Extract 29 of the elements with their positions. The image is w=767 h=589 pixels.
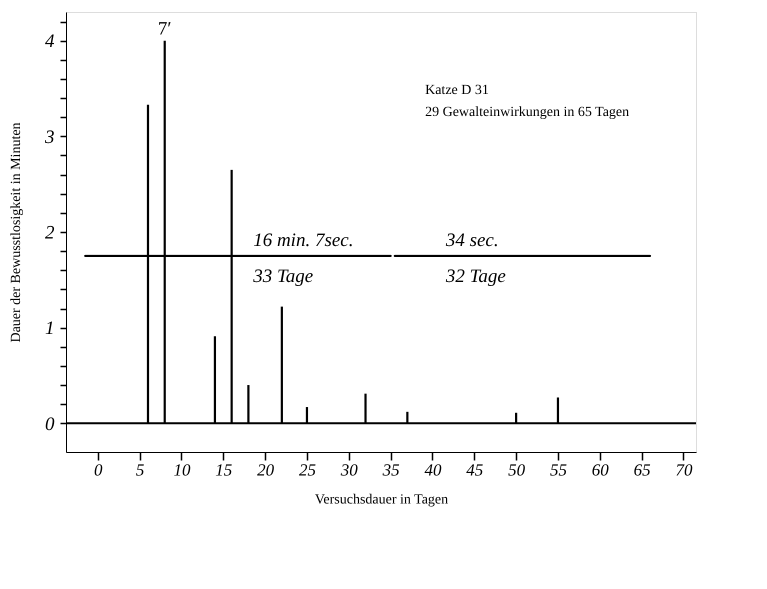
- x-tick-label: 35: [382, 460, 400, 480]
- x-tick-label: 65: [634, 460, 651, 480]
- y-tick-label: 3: [44, 126, 54, 148]
- y-tick-label: 2: [45, 222, 55, 244]
- x-tick-label: 55: [550, 460, 567, 480]
- annotation: 34 sec.: [444, 230, 499, 251]
- annotation: 33 Tage: [252, 266, 314, 287]
- y-tick-label: 4: [45, 31, 55, 52]
- annotation: 29 Gewalteinwirkungen in 65 Tagen: [425, 105, 630, 120]
- y-tick-label: 1: [45, 318, 54, 340]
- x-tick-label: 60: [592, 460, 610, 480]
- x-tick-label: 40: [424, 460, 442, 480]
- x-tick-label: 30: [340, 460, 358, 480]
- x-tick-label: 10: [173, 460, 191, 480]
- y-tick-label: 0: [45, 414, 55, 435]
- annotation: Katze D 31: [425, 83, 489, 98]
- x-tick-label: 15: [215, 460, 232, 480]
- annotation: 7′: [158, 18, 172, 40]
- x-tick-label: 70: [675, 460, 693, 480]
- x-tick-label: 50: [508, 460, 526, 480]
- x-axis-title: Versuchsdauer in Tagen: [314, 492, 448, 508]
- x-tick-label: 20: [257, 460, 275, 480]
- x-tick-label: 25: [298, 460, 316, 480]
- annotation: 32 Tage: [444, 266, 506, 287]
- y-axis-title: Dauer der Bewusstlosigkeit in Minuten: [9, 122, 24, 343]
- annotation: 16 min. 7sec.: [253, 230, 354, 251]
- x-tick-label: 45: [466, 460, 484, 480]
- x-tick-label: 0: [94, 460, 104, 480]
- x-tick-label: 5: [136, 460, 144, 480]
